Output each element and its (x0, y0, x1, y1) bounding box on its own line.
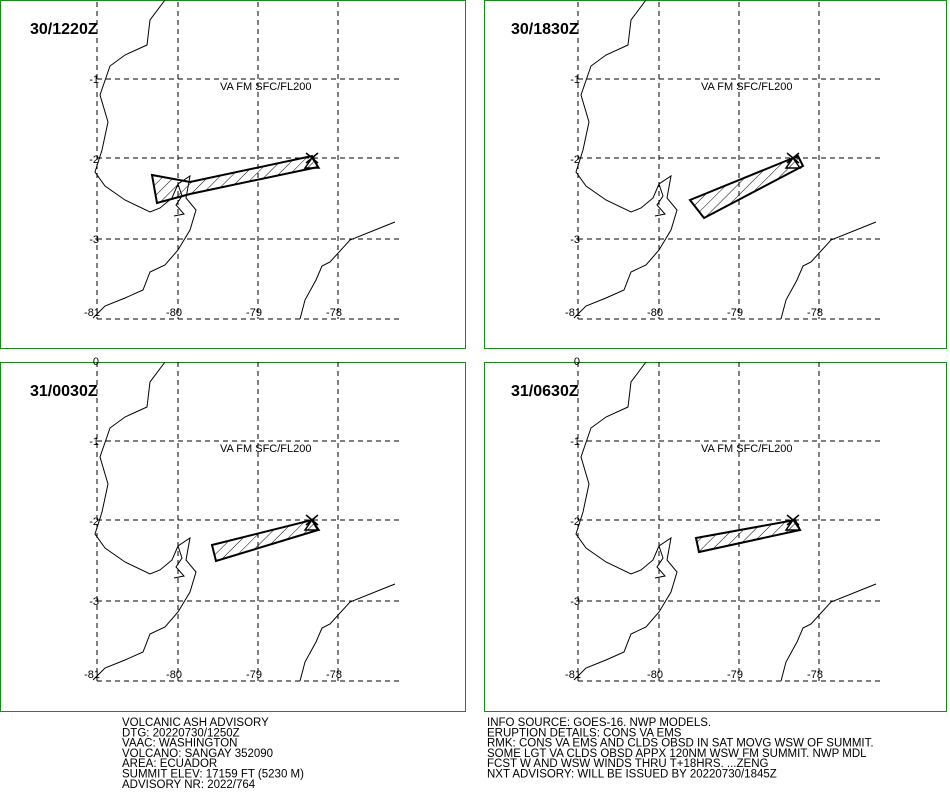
panel-frame (484, 0, 947, 349)
coastline (173, 545, 185, 579)
forecast-time: 30/1830Z (511, 21, 579, 38)
advisory-line: ERUPTION DETAILS: CONS VA EMS (487, 727, 682, 739)
volcano-marker (303, 514, 321, 531)
map-panel: 31/0630Z VA FM SFC/FL200 0 -1 -2 -3 -81 -80 -79 -… (511, 356, 881, 682)
longitude-label: -78 (807, 669, 823, 681)
latitude-label: -1 (89, 436, 99, 448)
advisory-line: VOLCANO: SANGAY 352090 (122, 748, 273, 760)
longitude-label: -80 (166, 307, 182, 319)
latitude-label: 0 (574, 356, 580, 368)
coastline (92, 0, 197, 319)
advisory-line: DTG: 20220730/1250Z (122, 727, 240, 739)
latitude-label: 0 (93, 356, 99, 368)
advisory-line: VAAC: WASHINGTON (122, 738, 237, 750)
latitude-label: -2 (570, 154, 580, 166)
longitude-label: -80 (647, 307, 663, 319)
map-panel: 30/1830Z VA FM SFC/FL200 -1 -2 -3 -81 -80 -79 -7… (511, 0, 881, 320)
longitude-label: -81 (84, 669, 100, 681)
longitude-label: -78 (807, 307, 823, 319)
longitude-label: -79 (246, 307, 262, 319)
longitude-label: -80 (647, 669, 663, 681)
ash-level-label: VA FM SFC/FL200 (701, 443, 793, 455)
longitude-label: -78 (326, 307, 342, 319)
latitude-label: -1 (89, 74, 99, 86)
border-line (299, 583, 396, 682)
ash-area (688, 154, 805, 220)
coastline (573, 0, 678, 319)
longitude-label: -81 (565, 669, 581, 681)
map-panel: 30/1220Z VA FM SFC/FL200 -1 -2 -3 -81 -80 -79 -7… (30, 0, 400, 320)
panel-frame (0, 362, 466, 712)
advisory-line: SOME LGT VA CLDS OBSD APPX 120NM WSW FM … (487, 748, 867, 760)
border-line (780, 221, 877, 320)
volcano-marker (303, 152, 321, 169)
longitude-label: -79 (727, 669, 743, 681)
coastline (654, 183, 666, 217)
forecast-time: 31/0030Z (30, 383, 98, 400)
advisory-line: SUMMIT ELEV: 17159 FT (5230 M) (122, 769, 304, 781)
coastline (654, 545, 666, 579)
volcano-marker (784, 514, 802, 531)
volcano-marker (784, 152, 802, 169)
latitude-label: -3 (570, 596, 580, 608)
forecast-time: 31/0630Z (511, 383, 579, 400)
longitude-label: -79 (727, 307, 743, 319)
latitude-label: -2 (89, 516, 99, 528)
coastline (573, 361, 678, 681)
longitude-label: -81 (84, 307, 100, 319)
longitude-label: -79 (246, 669, 262, 681)
border-line (780, 583, 877, 682)
ash-level-label: VA FM SFC/FL200 (220, 81, 312, 93)
ash-level-label: VA FM SFC/FL200 (220, 443, 312, 455)
advisory-line: INFO SOURCE: GOES-16. NWP MODELS. (487, 717, 711, 729)
advisory-line: AREA: ECUADOR (122, 758, 217, 770)
latitude-label: -1 (570, 436, 580, 448)
latitude-label: -2 (89, 154, 99, 166)
advisory-line: NXT ADVISORY: WILL BE ISSUED BY 20220730… (487, 769, 777, 781)
coastline (92, 361, 197, 681)
ash-level-label: VA FM SFC/FL200 (701, 81, 793, 93)
longitude-label: -81 (565, 307, 581, 319)
latitude-label: -3 (570, 234, 580, 246)
advisory-line: ADVISORY NR: 2022/764 (122, 779, 256, 791)
longitude-label: -80 (166, 669, 182, 681)
longitude-label: -78 (326, 669, 342, 681)
advisory-line: FCST W AND WSW WINDS THRU T+18HRS. ...ZE… (487, 758, 769, 770)
map-panel: 31/0030Z VA FM SFC/FL200 0 -1 -2 -3 -81 -80 -79 -… (30, 356, 400, 682)
forecast-time: 30/1220Z (30, 21, 98, 38)
latitude-label: -2 (570, 516, 580, 528)
latitude-label: -3 (89, 596, 99, 608)
latitude-label: -3 (89, 234, 99, 246)
advisory-line: VOLCANIC ASH ADVISORY (122, 717, 269, 729)
latitude-label: -1 (570, 74, 580, 86)
advisory-line: RMK: CONS VA EMS AND CLDS OBSD IN SAT MO… (487, 738, 874, 750)
border-line (299, 221, 396, 320)
